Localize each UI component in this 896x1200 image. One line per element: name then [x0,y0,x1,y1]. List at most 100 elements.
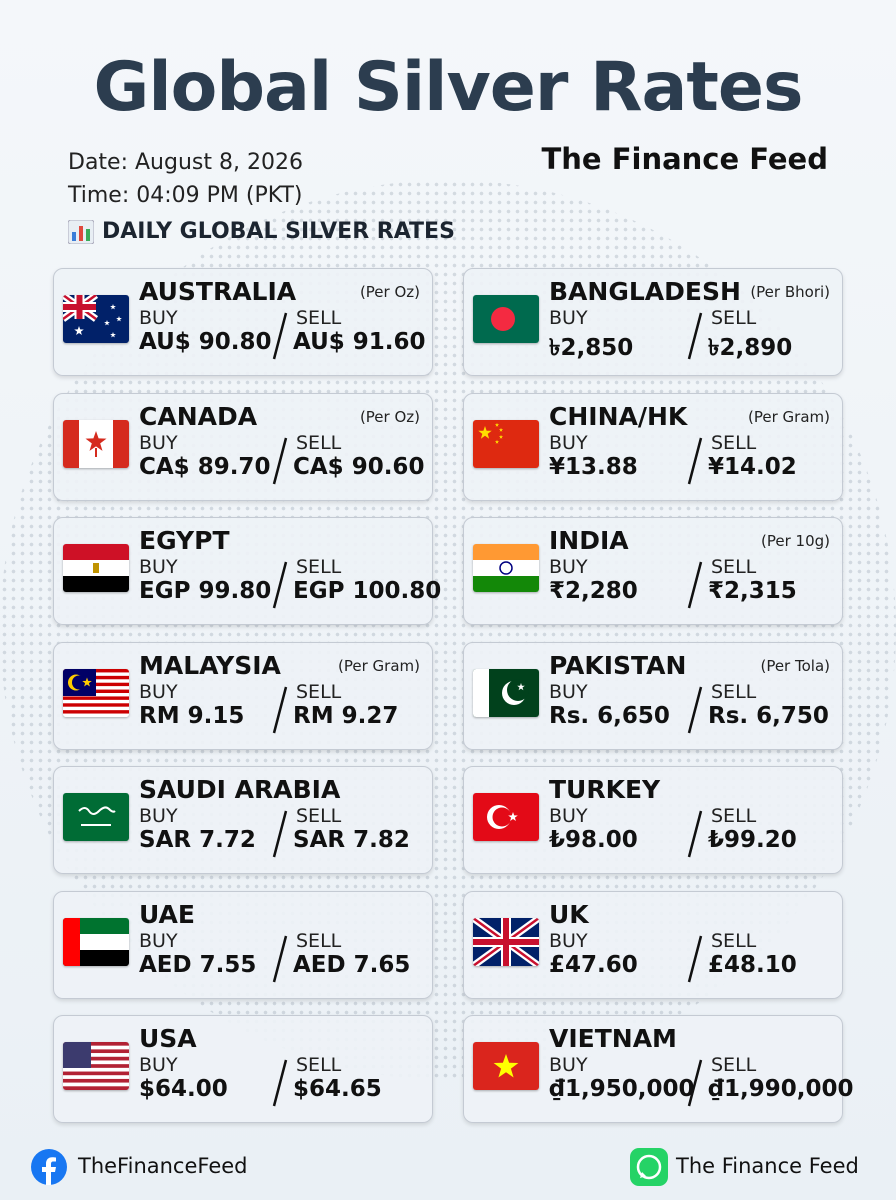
divider [687,935,703,982]
facebook-handle: TheFinanceFeed [78,1154,248,1178]
flag-shape [63,702,129,707]
buy-price: RM 9.15 [139,702,245,729]
sell-label: SELL [296,431,342,454]
sell-price: ৳2,890 [708,335,793,361]
buy-label: BUY [549,307,588,329]
buy-label: BUY [139,431,178,454]
divider [687,686,703,733]
sell-label: SELL [296,307,342,329]
divider [687,437,703,484]
sell-label: SELL [296,805,342,827]
time: Time: 04:09 PM (PKT) [68,183,303,208]
divider-line [272,437,288,484]
flag-shape [63,1086,129,1090]
flag-shape [473,668,489,717]
divider [687,1059,703,1107]
icon-bar [72,232,76,241]
divider-line [272,686,288,733]
country-name: UAE [139,899,195,929]
sell-price: RM 9.27 [293,702,399,729]
chart-icon [68,220,94,244]
rate-card: VIETNAM BUY ₫1,950,000 SELL ₫1,990,000 [463,1015,854,1123]
sell-label: SELL [711,680,757,703]
sell-label: SELL [296,929,342,952]
sell-price: ₹2,315 [708,578,797,604]
flag-shape [63,1056,129,1061]
flag-shape [493,1054,519,1078]
flag-shape [85,430,107,451]
sell-price: ₺99.20 [708,827,797,853]
divider-line [687,312,703,360]
divider [272,810,288,858]
flag-shape [473,576,539,592]
buy-price: $64.00 [139,1076,228,1102]
sell-label: SELL [711,556,757,578]
rate-card: INDIA (Per 10g) BUY ₹2,280 SELL ₹2,315 [463,517,843,625]
buy-label: BUY [139,680,178,703]
country-name: SAUDI ARABIA [139,775,341,804]
flag-shape [78,806,116,815]
divider [272,686,288,733]
flag [473,295,539,343]
buy-label: BUY [549,1054,588,1076]
country-name: UK [549,899,589,929]
divider-line [687,810,703,858]
sell-label: SELL [296,556,342,578]
flag-shape [63,713,129,717]
icon-bg [630,1148,668,1186]
flag-shape [63,1042,91,1068]
sell-price: £48.10 [708,951,797,978]
rate-card: UAE BUY AED 7.55 SELL AED 7.65 [53,890,433,999]
flag-shape [63,576,129,592]
rate-card: CANADA (Per Oz) BUY CA$ 89.70 SELL CA$ 90.60 [53,392,433,501]
buy-price: Rs. 6,650 [549,702,670,729]
title: Global Silver Rates [93,48,804,127]
buy-price: ₫1,950,000 [549,1076,695,1102]
country-name: CANADA [139,401,258,431]
flag-shape [74,326,84,335]
icon-glyph [42,1157,56,1185]
whatsapp-handle: The Finance Feed [676,1154,859,1178]
flag-shape [63,1075,129,1080]
flag-shape [63,1064,129,1069]
flag [63,295,129,343]
flag-shape [63,1045,129,1050]
divider-line [272,561,288,609]
flag-shape [63,1060,129,1065]
buy-label: BUY [549,929,588,952]
flag [63,793,129,841]
flag-shape [473,544,539,560]
country-name: MALAYSIA [139,650,281,680]
buy-price: SAR 7.72 [139,827,256,853]
buy-label: BUY [139,805,178,827]
flag-shape [63,1042,129,1046]
divider [272,312,288,360]
sell-price: Rs. 6,750 [708,702,829,729]
country-name: VIETNAM [549,1024,677,1053]
country-name: USA [139,1024,197,1053]
flag-shape [63,1053,129,1057]
divider [272,437,288,484]
sell-label: SELL [711,307,757,329]
buy-label: BUY [549,680,588,703]
sell-label: SELL [296,1054,342,1076]
sell-price: $64.65 [293,1076,382,1102]
divider [272,561,288,609]
flag-shape [63,706,129,710]
country-name: PAKISTAN [549,650,687,680]
country-name: TURKEY [549,775,661,804]
sell-label: SELL [711,929,757,952]
buy-price: ₹2,280 [549,578,638,604]
sell-label: SELL [711,805,757,827]
sell-price: AED 7.65 [293,951,411,978]
unit: (Per Gram) [748,407,830,426]
flag-shape [82,677,92,686]
rate-card: USA BUY $64.00 SELL $64.65 [53,1015,433,1123]
flag [473,544,539,592]
country-name: BANGLADESH [549,277,741,306]
divider-line [687,1059,703,1107]
flag-shape [113,419,129,468]
flag-shape [72,675,86,689]
flag-shape [63,544,129,560]
flag [473,917,539,966]
